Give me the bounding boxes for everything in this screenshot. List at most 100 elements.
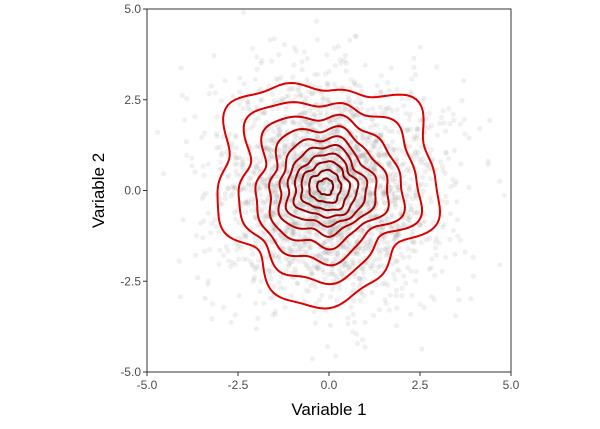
scatter-point: [329, 226, 336, 232]
scatter-point: [352, 273, 358, 279]
scatter-point: [236, 101, 242, 108]
scatter-point: [391, 201, 397, 207]
scatter-point: [364, 240, 370, 246]
scatter-point: [270, 207, 276, 213]
scatter-point: [273, 202, 279, 208]
scatter-point: [329, 265, 335, 271]
scatter-point: [291, 221, 298, 227]
scatter-point: [218, 201, 224, 207]
scatter-point: [376, 247, 382, 254]
scatter-point: [406, 254, 412, 260]
scatter-point: [293, 219, 299, 225]
scatter-point: [261, 109, 267, 115]
scatter-point: [275, 255, 281, 261]
scatter-point: [318, 141, 324, 147]
scatter-point: [347, 100, 353, 106]
scatter-point: [263, 138, 269, 144]
scatter-point: [281, 213, 287, 219]
scatter-point: [344, 213, 350, 219]
scatter-point: [357, 119, 363, 125]
scatter-point: [322, 257, 328, 263]
scatter-point: [249, 200, 255, 206]
scatter-point: [293, 131, 299, 137]
scatter-point: [388, 65, 394, 71]
scatter-point: [392, 179, 398, 185]
scatter-point: [382, 106, 388, 112]
scatter-point: [405, 265, 411, 271]
scatter-point: [386, 160, 392, 166]
scatter-point: [329, 147, 335, 153]
scatter-point: [329, 163, 335, 169]
scatter-point: [256, 237, 262, 244]
scatter-point: [229, 259, 236, 265]
scatter-point: [192, 114, 198, 120]
scatter-point: [360, 180, 366, 186]
scatter-point: [291, 45, 297, 51]
scatter-point: [421, 304, 427, 310]
scatter-point: [329, 130, 335, 136]
scatter-point: [434, 132, 440, 138]
scatter-point: [251, 276, 257, 283]
scatter-point: [270, 225, 276, 231]
scatter-point: [335, 43, 342, 49]
scatter-point: [273, 76, 279, 82]
scatter-point: [275, 76, 282, 82]
scatter-point: [325, 219, 331, 225]
scatter-point: [430, 156, 436, 162]
scatter-point: [298, 142, 304, 149]
scatter-point: [278, 233, 284, 239]
scatter-point: [378, 236, 385, 242]
scatter-point: [402, 180, 408, 186]
scatter-point: [274, 194, 281, 200]
scatter-point: [222, 195, 228, 201]
scatter-point: [349, 153, 355, 159]
scatter-point: [313, 232, 319, 238]
scatter-point: [259, 244, 265, 250]
scatter-point: [283, 106, 289, 112]
scatter-point: [302, 155, 309, 161]
scatter-point: [243, 235, 249, 241]
scatter-point: [326, 219, 332, 225]
scatter-point: [417, 118, 423, 124]
scatter-point: [327, 322, 333, 328]
scatter-point: [320, 186, 326, 192]
scatter-point: [222, 191, 228, 197]
scatter-point: [271, 129, 277, 135]
density-contour-4: [268, 125, 390, 251]
scatter-point: [340, 243, 347, 249]
scatter-point: [422, 218, 428, 224]
scatter-point: [302, 156, 308, 162]
scatter-point: [331, 81, 337, 87]
scatter-point: [452, 182, 458, 188]
scatter-point: [291, 242, 297, 248]
scatter-point: [408, 268, 414, 274]
scatter-point: [350, 233, 356, 239]
scatter-point: [378, 216, 384, 223]
scatter-point: [334, 183, 341, 189]
scatter-point: [367, 213, 373, 219]
scatter-point: [229, 140, 235, 147]
scatter-point: [203, 190, 209, 196]
scatter-point: [329, 105, 336, 111]
scatter-point: [415, 127, 421, 133]
scatter-point: [343, 68, 349, 74]
scatter-point: [361, 186, 367, 192]
scatter-point: [406, 116, 412, 122]
scatter-point: [379, 132, 385, 138]
scatter-point: [408, 126, 414, 132]
scatter-point: [324, 52, 330, 58]
scatter-point: [379, 281, 386, 287]
scatter-point: [228, 319, 234, 325]
scatter-point: [192, 169, 198, 175]
scatter-point: [352, 144, 358, 150]
scatter-point: [428, 176, 434, 182]
scatter-point: [272, 226, 278, 233]
scatter-point: [378, 88, 384, 94]
scatter-point: [351, 287, 357, 293]
scatter-point: [201, 172, 207, 179]
scatter-point: [324, 257, 330, 263]
scatter-point: [374, 282, 380, 288]
scatter-point: [304, 142, 310, 148]
scatter-point: [262, 213, 269, 219]
